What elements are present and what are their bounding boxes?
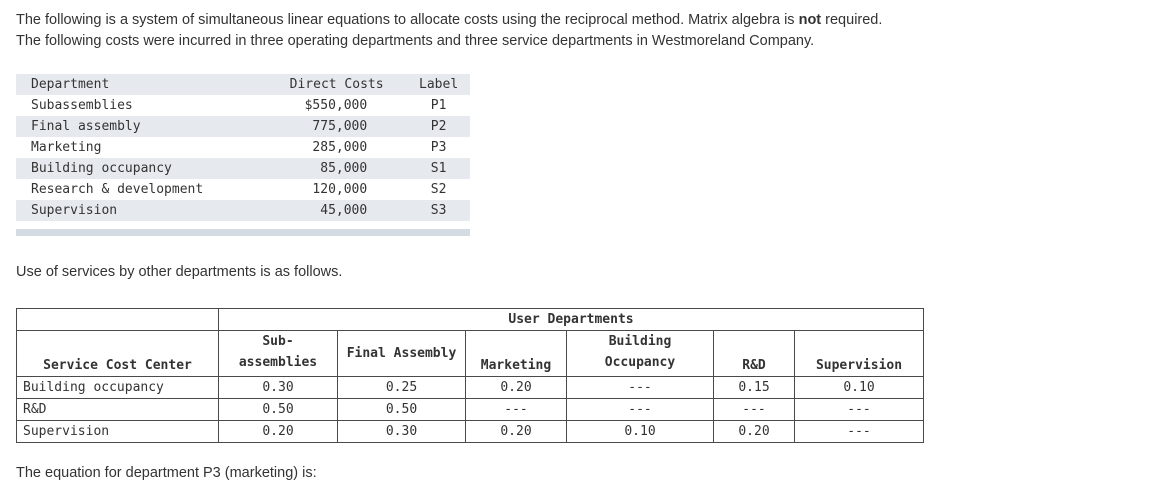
header-supervision: Supervision bbox=[794, 330, 924, 377]
cost-row: Supervision 45,000 S3 bbox=[16, 200, 470, 221]
group-header-row: User Departments bbox=[16, 308, 924, 331]
service-center-name: Supervision bbox=[16, 420, 219, 443]
cost-row: Research & development 120,000 S2 bbox=[16, 179, 470, 200]
header-final-assembly: Final Assembly bbox=[337, 330, 466, 377]
cost-row: Building occupancy 85,000 S1 bbox=[16, 158, 470, 179]
usage-value: --- bbox=[713, 398, 795, 421]
usage-value: 0.20 bbox=[465, 376, 567, 399]
direct-cost: 85,000 bbox=[320, 161, 368, 176]
header-subassemblies: Sub- assemblies bbox=[218, 330, 338, 377]
usage-value: --- bbox=[465, 398, 567, 421]
header-marketing: Marketing bbox=[465, 330, 567, 377]
usage-value: 0.25 bbox=[337, 376, 466, 399]
direct-cost: 45,000 bbox=[320, 203, 368, 218]
corner-cell-empty bbox=[16, 308, 219, 331]
header-building-line2: Occupancy bbox=[604, 355, 676, 370]
department-name: Subassemblies bbox=[31, 98, 133, 113]
department-name: Final assembly bbox=[31, 119, 141, 134]
intro-line-1-end: required. bbox=[821, 12, 883, 28]
user-departments-header: User Departments bbox=[218, 308, 924, 331]
usage-value: --- bbox=[794, 398, 924, 421]
cost-row: Marketing 285,000 P3 bbox=[16, 137, 470, 158]
department-label: P1 bbox=[430, 98, 447, 113]
usage-value: 0.20 bbox=[713, 420, 795, 443]
usage-row: Supervision 0.20 0.30 0.20 0.10 0.20 --- bbox=[16, 420, 924, 443]
department-name: Research & development bbox=[31, 182, 204, 197]
direct-cost: 120,000 bbox=[312, 182, 368, 197]
intro-line-1: The following is a system of simultaneou… bbox=[16, 10, 882, 31]
intro-line-1-start: The following is a system of simultaneou… bbox=[16, 12, 799, 28]
usage-value: 0.50 bbox=[337, 398, 466, 421]
direct-cost: 285,000 bbox=[312, 140, 368, 155]
department-name: Marketing bbox=[31, 140, 102, 155]
usage-row: R&D 0.50 0.50 --- --- --- --- bbox=[16, 398, 924, 421]
header-direct-costs: Direct Costs bbox=[289, 77, 384, 92]
usage-value: 0.15 bbox=[713, 376, 795, 399]
usage-value: 0.20 bbox=[465, 420, 567, 443]
header-rd: R&D bbox=[713, 330, 795, 377]
direct-costs-table: Department Direct Costs Label Subassembl… bbox=[16, 74, 470, 221]
department-label: P2 bbox=[430, 119, 447, 134]
cost-row: Final assembly 775,000 P2 bbox=[16, 116, 470, 137]
intro-text: The following is a system of simultaneou… bbox=[16, 10, 882, 52]
header-department: Department bbox=[31, 77, 110, 92]
header-subassemblies-line2: assemblies bbox=[238, 355, 318, 370]
header-building-occupancy: Building Occupancy bbox=[566, 330, 714, 377]
column-header-row: Service Cost Center Sub- assemblies Fina… bbox=[16, 330, 924, 377]
cost-table-footer-bar bbox=[16, 229, 470, 236]
usage-value: --- bbox=[566, 398, 714, 421]
equation-prompt: The equation for department P3 (marketin… bbox=[16, 465, 317, 481]
usage-value: 0.10 bbox=[794, 376, 924, 399]
services-intro-text: Use of services by other departments is … bbox=[16, 264, 343, 280]
direct-cost: 775,000 bbox=[312, 119, 368, 134]
usage-value: 0.30 bbox=[337, 420, 466, 443]
department-label: S1 bbox=[430, 161, 447, 176]
department-name: Building occupancy bbox=[31, 161, 172, 176]
department-label: S3 bbox=[430, 203, 447, 218]
usage-row: Building occupancy 0.30 0.25 0.20 --- 0.… bbox=[16, 376, 924, 399]
service-center-name: R&D bbox=[16, 398, 219, 421]
intro-line-2: The following costs were incurred in thr… bbox=[16, 33, 815, 49]
usage-value: --- bbox=[566, 376, 714, 399]
intro-emphasis: not bbox=[798, 12, 822, 28]
cost-row: Subassemblies $550,000 P1 bbox=[16, 95, 470, 116]
usage-value: 0.10 bbox=[566, 420, 714, 443]
cost-table-header: Department Direct Costs Label bbox=[16, 74, 470, 95]
department-label: P3 bbox=[430, 140, 447, 155]
header-building-line1: Building bbox=[608, 334, 672, 349]
cost-table-spacer bbox=[16, 221, 470, 229]
service-cost-center-header: Service Cost Center bbox=[16, 330, 219, 377]
usage-value: 0.50 bbox=[218, 398, 338, 421]
direct-cost: $550,000 bbox=[304, 98, 368, 113]
header-subassemblies-line1: Sub- bbox=[262, 334, 294, 349]
usage-value: 0.30 bbox=[218, 376, 338, 399]
usage-value: 0.20 bbox=[218, 420, 338, 443]
service-usage-table: User Departments Service Cost Center Sub… bbox=[16, 308, 924, 443]
department-name: Supervision bbox=[31, 203, 118, 218]
usage-value: --- bbox=[794, 420, 924, 443]
header-label: Label bbox=[419, 77, 459, 92]
department-label: S2 bbox=[430, 182, 447, 197]
service-center-name: Building occupancy bbox=[16, 376, 219, 399]
